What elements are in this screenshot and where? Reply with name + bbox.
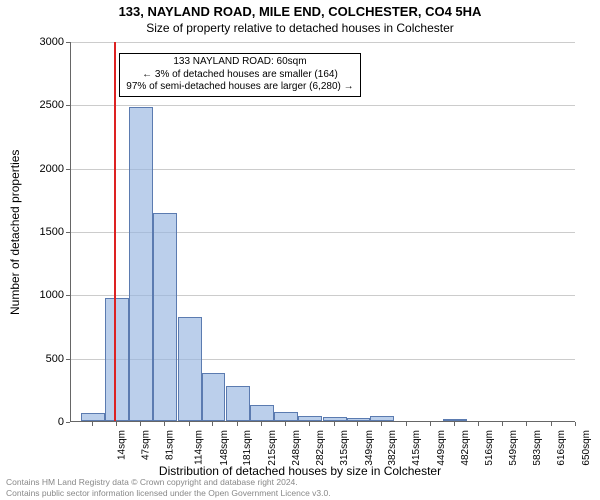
xtick-mark — [334, 422, 335, 426]
xtick-mark — [381, 422, 382, 426]
annotation-line: 133 NAYLAND ROAD: 60sqm — [126, 56, 353, 69]
xtick-mark — [285, 422, 286, 426]
xtick-label: 516sqm — [484, 430, 495, 466]
histogram-bar — [129, 107, 153, 421]
xtick-label: 215sqm — [267, 430, 278, 466]
title-subtitle: Size of property relative to detached ho… — [0, 21, 600, 35]
ytick-label: 1500 — [24, 226, 64, 238]
ytick-label: 1000 — [24, 289, 64, 301]
ytick-mark — [66, 295, 70, 296]
xtick-mark — [92, 422, 93, 426]
xtick-label: 315sqm — [339, 430, 350, 466]
histogram-bar — [226, 386, 250, 421]
ytick-mark — [66, 42, 70, 43]
xtick-mark — [575, 422, 576, 426]
gridline — [71, 42, 575, 43]
annotation-box: 133 NAYLAND ROAD: 60sqm← 3% of detached … — [119, 53, 360, 97]
xtick-mark — [478, 422, 479, 426]
xtick-label: 616sqm — [556, 430, 567, 466]
ytick-mark — [66, 105, 70, 106]
histogram-bar — [347, 418, 371, 421]
reference-line — [114, 42, 116, 421]
histogram-bar — [370, 416, 394, 421]
xtick-mark — [261, 422, 262, 426]
xtick-label: 583sqm — [533, 430, 544, 466]
ytick-mark — [66, 232, 70, 233]
histogram-bar — [250, 405, 274, 421]
xtick-label: 282sqm — [315, 430, 326, 466]
xtick-mark — [357, 422, 358, 426]
ytick-label: 3000 — [24, 36, 64, 48]
xtick-mark — [430, 422, 431, 426]
xtick-label: 415sqm — [411, 430, 422, 466]
xtick-mark — [189, 422, 190, 426]
xtick-mark — [406, 422, 407, 426]
plot-area — [70, 42, 575, 422]
xtick-label: 248sqm — [291, 430, 302, 466]
histogram-bar — [105, 298, 129, 421]
xtick-label: 181sqm — [243, 430, 254, 466]
xtick-mark — [116, 422, 117, 426]
annotation-line: 97% of semi-detached houses are larger (… — [126, 81, 353, 94]
x-axis-label: Distribution of detached houses by size … — [0, 464, 600, 478]
xtick-label: 148sqm — [219, 430, 230, 466]
histogram-bar — [81, 413, 105, 421]
xtick-mark — [551, 422, 552, 426]
histogram-bar — [202, 373, 226, 421]
ytick-label: 0 — [24, 416, 64, 428]
xtick-mark — [502, 422, 503, 426]
ytick-mark — [66, 359, 70, 360]
xtick-mark — [526, 422, 527, 426]
annotation-line: ← 3% of detached houses are smaller (164… — [126, 69, 353, 82]
xtick-mark — [212, 422, 213, 426]
ytick-label: 500 — [24, 353, 64, 365]
histogram-bar — [323, 417, 347, 421]
xtick-label: 650sqm — [581, 430, 592, 466]
ytick-label: 2000 — [24, 163, 64, 175]
histogram-bar — [443, 419, 467, 421]
xtick-label: 47sqm — [140, 430, 151, 460]
xtick-mark — [140, 422, 141, 426]
xtick-mark — [164, 422, 165, 426]
ytick-mark — [66, 169, 70, 170]
xtick-label: 114sqm — [193, 430, 204, 465]
xtick-mark — [237, 422, 238, 426]
title-address: 133, NAYLAND ROAD, MILE END, COLCHESTER,… — [0, 4, 600, 19]
histogram-bar — [298, 416, 322, 421]
xtick-label: 81sqm — [165, 430, 176, 460]
chart-container: 133, NAYLAND ROAD, MILE END, COLCHESTER,… — [0, 0, 600, 500]
xtick-label: 449sqm — [436, 430, 447, 466]
ytick-mark — [66, 422, 70, 423]
ytick-label: 2500 — [24, 99, 64, 111]
histogram-bar — [178, 317, 202, 421]
xtick-label: 482sqm — [460, 430, 471, 466]
histogram-bar — [274, 412, 298, 421]
xtick-label: 549sqm — [508, 430, 519, 466]
histogram-bar — [153, 213, 177, 421]
xtick-mark — [454, 422, 455, 426]
y-axis-label: Number of detached properties — [8, 149, 22, 314]
footer-line-1: Contains HM Land Registry data © Crown c… — [6, 477, 298, 487]
xtick-label: 349sqm — [364, 430, 375, 466]
xtick-mark — [309, 422, 310, 426]
xtick-label: 382sqm — [388, 430, 399, 466]
footer-line-2: Contains public sector information licen… — [6, 488, 331, 498]
xtick-label: 14sqm — [117, 430, 128, 460]
